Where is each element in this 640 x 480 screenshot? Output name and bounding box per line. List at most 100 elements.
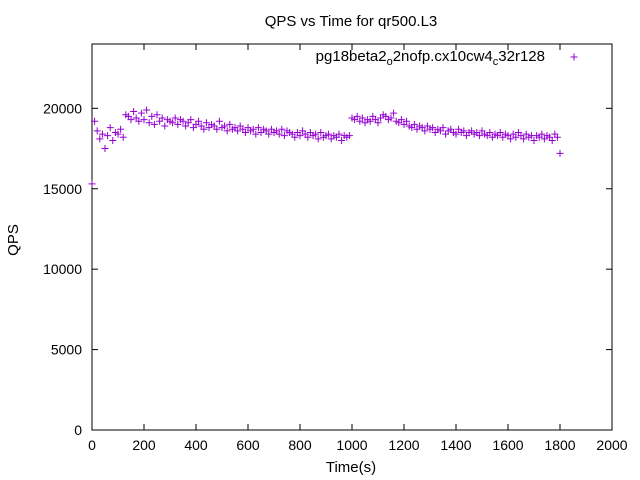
data-point [153, 111, 161, 119]
x-tick-label: 1000 [336, 437, 367, 453]
x-tick-label: 1600 [492, 437, 523, 453]
data-point [512, 133, 520, 141]
legend-label-part: 32r128 [498, 48, 545, 65]
data-point [366, 117, 374, 125]
x-tick-label: 800 [288, 437, 312, 453]
data-point [127, 116, 135, 124]
legend-marker [570, 53, 578, 61]
data-point [215, 117, 223, 125]
y-tick-label: 0 [74, 422, 82, 438]
x-tick-label: 200 [132, 437, 156, 453]
data-point [202, 119, 210, 127]
x-tick-label: 0 [88, 437, 96, 453]
data-point [98, 130, 106, 138]
data-point [520, 135, 528, 143]
legend-label-part: pg18beta2 [316, 48, 387, 65]
data-points [88, 106, 564, 188]
data-point [278, 125, 286, 133]
data-point [314, 135, 322, 143]
data-point [145, 119, 153, 127]
x-tick-label: 1200 [388, 437, 419, 453]
x-tick-label: 1400 [440, 437, 471, 453]
data-point [296, 132, 304, 140]
data-point [530, 137, 538, 144]
legend: pg18beta2o2nofp.cx10cw4c32r128 [316, 48, 578, 68]
data-point [117, 125, 125, 133]
data-point [254, 124, 262, 132]
y-axis-label: QPS [5, 224, 22, 256]
y-tick-label: 20000 [43, 100, 82, 116]
data-point [358, 114, 366, 122]
data-point [460, 127, 468, 135]
data-point [397, 116, 405, 124]
plot-area-border [91, 43, 613, 431]
data-point [158, 114, 166, 122]
data-point [187, 116, 195, 124]
data-point [174, 120, 182, 128]
y-tick-label: 10000 [43, 261, 82, 277]
data-point [226, 120, 234, 128]
data-point [410, 120, 418, 128]
y-tick-label: 5000 [51, 342, 82, 358]
data-point [548, 137, 556, 144]
data-point [345, 132, 353, 140]
data-point [135, 117, 143, 125]
data-point [496, 128, 504, 136]
data-point [280, 132, 288, 140]
legend-label-subscript: c [493, 56, 499, 68]
data-point [234, 127, 242, 135]
data-point [195, 117, 203, 125]
data-point [374, 119, 382, 127]
legend-marker-glyph [570, 53, 578, 61]
legend-label: pg18beta2o2nofp.cx10cw4c32r128 [316, 48, 545, 68]
data-point [538, 130, 546, 138]
data-point [109, 137, 117, 144]
data-point [223, 127, 231, 135]
data-point [101, 145, 109, 153]
data-point [486, 128, 494, 136]
data-point [507, 135, 515, 143]
data-point [556, 149, 564, 157]
chart-title: QPS vs Time for qr500.L3 [265, 13, 438, 30]
data-point [335, 130, 343, 138]
data-point [390, 109, 398, 117]
data-point [104, 132, 112, 140]
data-point [213, 125, 221, 133]
data-point [475, 132, 483, 140]
data-point [161, 122, 169, 130]
data-point [325, 130, 333, 138]
data-point [106, 124, 114, 132]
x-tick-label: 2000 [596, 437, 627, 453]
axis-ticks: 0 200 400 600 800 1000 1200 1400 1600 1800 2000050… [43, 44, 628, 453]
data-point [148, 112, 156, 120]
data-point [338, 137, 346, 144]
data-point [387, 114, 395, 122]
data-point [353, 112, 361, 120]
data-point [119, 133, 127, 141]
legend-label-subscript: o [387, 56, 393, 68]
data-point [317, 128, 325, 136]
data-point [221, 122, 229, 130]
x-tick-label: 1800 [544, 437, 575, 453]
data-point [169, 119, 177, 127]
data-point [130, 108, 138, 116]
data-point [249, 125, 257, 133]
data-point [403, 117, 411, 125]
legend-label-part: 2nofp.cx10cw4 [393, 48, 493, 65]
data-point [137, 109, 145, 117]
data-point [140, 116, 148, 124]
data-point [200, 125, 208, 133]
data-point [452, 130, 460, 138]
data-point [241, 128, 249, 136]
data-point [291, 133, 299, 141]
data-point [93, 127, 101, 135]
data-point [96, 135, 104, 143]
x-axis-label: Time(s) [326, 459, 376, 476]
y-tick-label: 15000 [43, 181, 82, 197]
data-point [150, 120, 158, 128]
data-point [143, 106, 151, 114]
data-point [179, 117, 187, 125]
data-point [265, 130, 273, 138]
data-point [171, 114, 179, 122]
